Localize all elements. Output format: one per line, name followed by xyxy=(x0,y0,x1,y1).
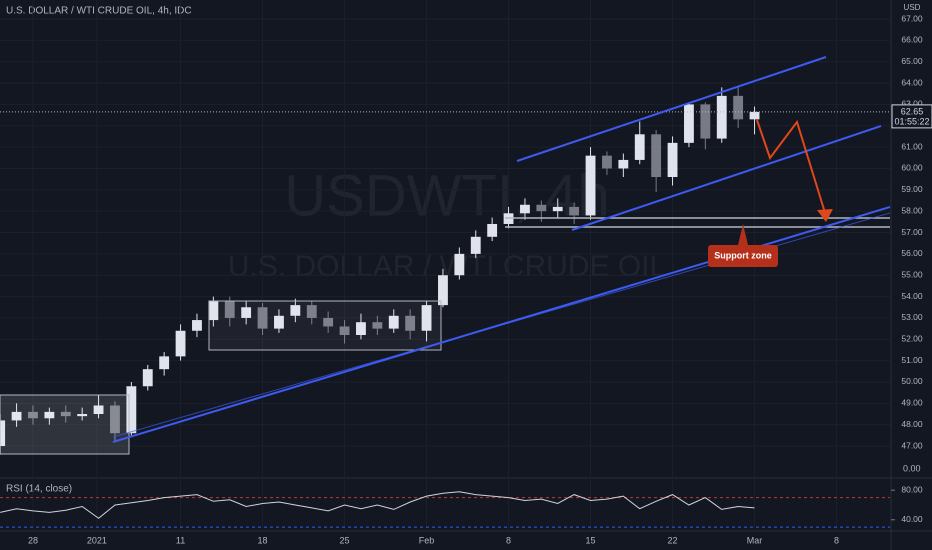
y-tick-label: 66.00 xyxy=(901,35,923,45)
candle-body xyxy=(421,305,432,331)
candle-body xyxy=(241,307,252,318)
candle-body xyxy=(569,206,580,216)
candle-body xyxy=(0,420,6,447)
candle-body xyxy=(372,322,383,329)
y-tick-label: 60.00 xyxy=(901,163,923,173)
channel-line xyxy=(516,56,827,162)
countdown: 01:55:22 xyxy=(894,116,929,126)
x-tick-label: 22 xyxy=(668,535,678,545)
candle-body xyxy=(388,315,399,329)
candle-body xyxy=(700,104,711,139)
x-tick-label: 8 xyxy=(834,535,839,545)
candle-body xyxy=(716,95,727,139)
range-box xyxy=(208,300,442,351)
y-tick-label: 63.00 xyxy=(901,99,923,109)
x-tick-label: 25 xyxy=(340,535,350,545)
candle-body xyxy=(126,386,137,434)
candle-body xyxy=(77,414,88,417)
x-tick-label: Mar xyxy=(747,535,763,545)
candle-body xyxy=(224,300,235,318)
candle-body xyxy=(306,305,317,318)
candle-body xyxy=(552,206,563,212)
candle-body xyxy=(536,204,547,212)
channel-line xyxy=(571,125,882,231)
candle-body xyxy=(159,356,170,370)
last-price-label: 62.65 xyxy=(901,106,924,116)
candle-body xyxy=(667,142,678,178)
candle-body xyxy=(733,95,744,120)
candle-body xyxy=(470,236,481,254)
candle-body xyxy=(60,411,71,417)
y-tick-label: 64.00 xyxy=(901,77,923,87)
candle-body xyxy=(356,322,366,336)
x-tick-label: 2021 xyxy=(87,535,107,545)
candle-body xyxy=(749,111,760,120)
x-tick-label: 8 xyxy=(506,535,511,545)
rsi-line xyxy=(0,491,755,519)
y-tick-label: 54.00 xyxy=(901,291,923,301)
rsi-tick-label: 40.00 xyxy=(901,514,923,524)
y-tick-label: 55.00 xyxy=(901,269,923,279)
y-tick-label: 67.00 xyxy=(901,13,923,23)
candle-body xyxy=(192,320,202,331)
candle-body xyxy=(618,159,629,169)
candle-body xyxy=(175,330,186,357)
candle-body xyxy=(487,223,498,237)
candle-body xyxy=(142,369,153,387)
callout-pointer xyxy=(738,224,748,245)
candle-body xyxy=(520,204,530,214)
candle-body xyxy=(438,275,448,306)
candle-body xyxy=(11,411,22,421)
y-tick-label: 59.00 xyxy=(901,184,923,194)
x-tick-label: 28 xyxy=(28,535,38,545)
y-tick-label: 48.00 xyxy=(901,419,923,429)
y-tick-label: 58.00 xyxy=(901,205,923,215)
rsi-tick-label: 80.00 xyxy=(901,484,923,494)
y-tick-label: 51.00 xyxy=(901,355,923,365)
y-tick-label: 52.00 xyxy=(901,334,923,344)
callout-box xyxy=(708,245,778,267)
x-tick-label: 15 xyxy=(586,535,596,545)
candle-body xyxy=(339,326,350,336)
candle-body xyxy=(274,315,284,329)
y-tick-label: 49.00 xyxy=(901,398,923,408)
x-tick-label: Feb xyxy=(419,535,435,545)
y-tick-label: 53.00 xyxy=(901,312,923,322)
candle-body xyxy=(602,155,612,169)
candle-body xyxy=(684,104,694,143)
candle-body xyxy=(44,411,55,419)
candle-body xyxy=(634,134,645,160)
y-tick-label: 56.00 xyxy=(901,248,923,258)
volume-axis-label: 0.00 xyxy=(903,463,921,473)
y-tick-label: 61.00 xyxy=(901,141,923,151)
candle-body xyxy=(28,411,38,419)
candle-body xyxy=(454,253,465,276)
drawings: Support zone xyxy=(0,56,891,455)
rsi-title: RSI (14, close) xyxy=(6,484,72,495)
y-tick-label: 47.00 xyxy=(901,440,923,450)
y-tick-label: 50.00 xyxy=(901,376,923,386)
candle-body xyxy=(585,155,596,216)
candle-body xyxy=(93,405,104,415)
chart-title: U.S. DOLLAR / WTI CRUDE OIL, 4h, IDC xyxy=(6,6,192,17)
projection-path xyxy=(756,119,827,217)
candle-body xyxy=(290,305,301,316)
candle-body xyxy=(323,317,334,327)
x-tick-label: 11 xyxy=(176,535,185,545)
arrow-head xyxy=(817,209,833,222)
y-tick-label: 57.00 xyxy=(901,227,923,237)
candle-body xyxy=(651,134,662,178)
candle-body xyxy=(257,307,268,329)
candle-body xyxy=(208,300,219,321)
callout-text: Support zone xyxy=(714,250,772,260)
x-tick-label: 18 xyxy=(258,535,268,545)
last-price-box xyxy=(891,104,932,129)
candle-body xyxy=(405,315,416,331)
currency: USD xyxy=(904,3,921,12)
candle-body xyxy=(110,405,120,434)
range-box xyxy=(0,394,130,455)
y-tick-label: 65.00 xyxy=(901,56,923,66)
